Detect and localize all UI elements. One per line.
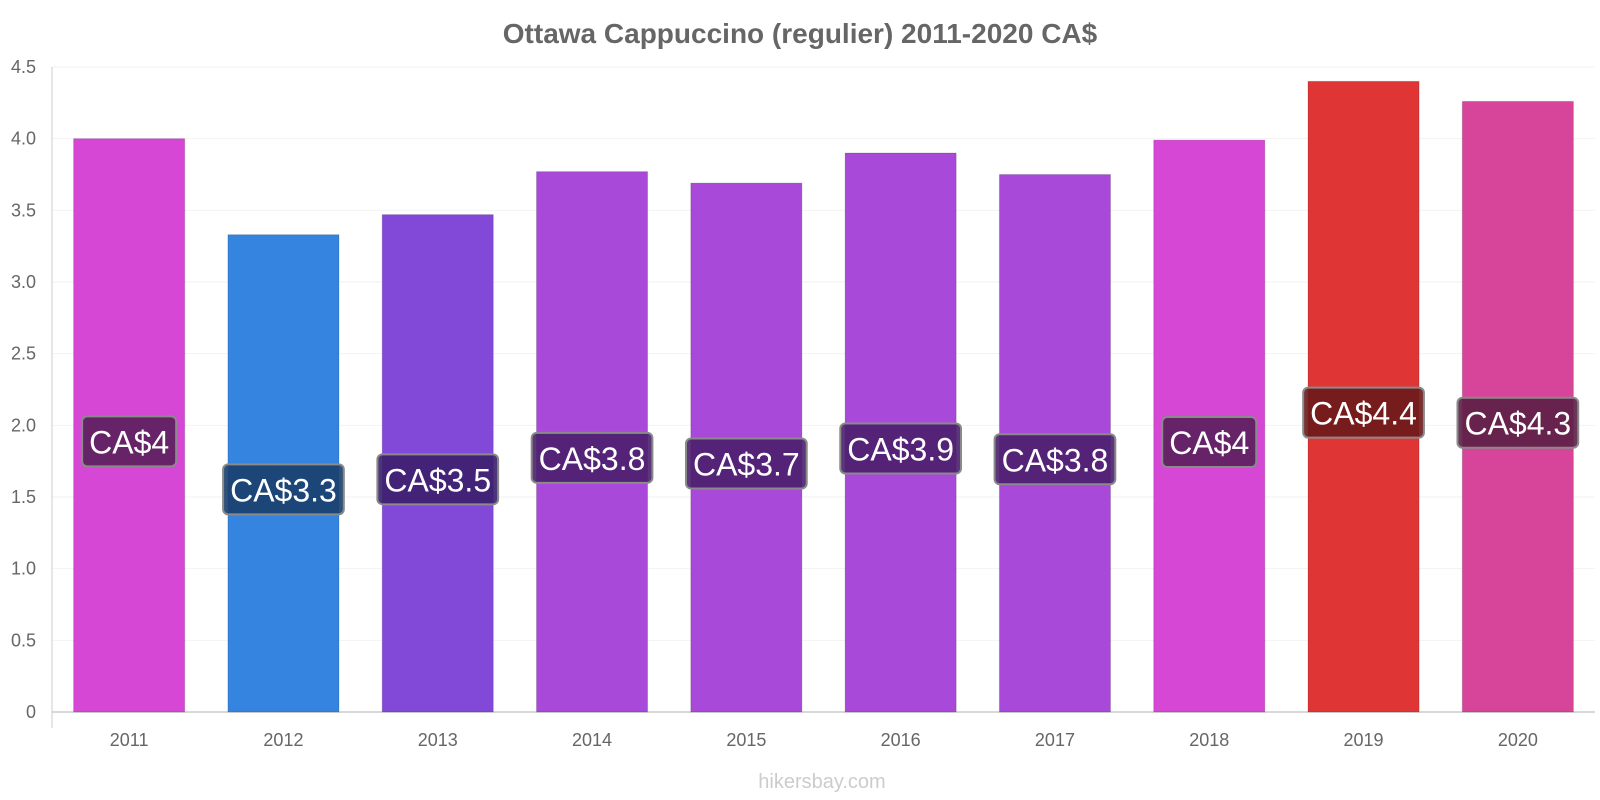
- y-tick-label: 4.5: [11, 57, 36, 77]
- data-label-2016: CA$3.9: [839, 422, 963, 475]
- data-label-text: CA$4.4: [1310, 396, 1417, 432]
- data-label-box: [376, 453, 500, 506]
- y-tick-label: 2.0: [11, 415, 36, 435]
- data-label-2013: CA$3.5: [376, 453, 500, 506]
- chart-title: Ottawa Cappuccino (regulier) 2011-2020 C…: [503, 18, 1098, 49]
- data-label-2012: CA$3.3: [222, 463, 345, 516]
- data-label-2019: CA$4.4: [1302, 386, 1425, 439]
- data-label-text: CA$4.3: [1464, 406, 1571, 442]
- data-label-box: [1456, 396, 1580, 449]
- y-tick-label: 3.5: [11, 200, 36, 220]
- data-label-text: CA$3.8: [539, 441, 646, 477]
- data-label-2020: CA$4.3: [1456, 396, 1580, 449]
- x-tick-label: 2012: [263, 730, 303, 750]
- x-tick-label: 2014: [572, 730, 612, 750]
- x-axis: 2011 2012 2013 2014 2015 2016 2017 2018 2019 2020: [110, 730, 1538, 750]
- data-label-text: CA$3.5: [384, 462, 491, 498]
- data-label-2015: CA$3.7: [684, 437, 808, 490]
- data-label-2017: CA$3.8: [993, 433, 1117, 486]
- y-tick-label: 0.5: [11, 630, 36, 650]
- data-label-box: [839, 422, 963, 475]
- data-label-box: [684, 437, 808, 490]
- data-label-text: CA$3.7: [693, 447, 800, 483]
- watermark: hikersbay.com: [758, 771, 885, 793]
- x-tick-label: 2016: [881, 730, 921, 750]
- data-label-text: CA$3.9: [847, 432, 954, 468]
- y-tick-label: 1.5: [11, 487, 36, 507]
- x-tick-label: 2011: [110, 730, 149, 750]
- x-tick-label: 2019: [1344, 730, 1384, 750]
- data-label-2011: CA$4: [81, 415, 178, 468]
- data-label-text: CA$4: [1169, 425, 1249, 461]
- data-label-box: [1161, 416, 1258, 469]
- data-label-box: [222, 463, 345, 516]
- x-tick-label: 2015: [726, 730, 766, 750]
- data-label-2018: CA$4: [1161, 416, 1258, 469]
- data-label-2014: CA$3.8: [530, 431, 654, 484]
- x-tick-label: 2017: [1035, 730, 1075, 750]
- data-label-box: [81, 415, 178, 468]
- y-tick-label: 0: [26, 702, 36, 722]
- data-labels: CA$4 CA$3.3 CA$3.5 CA$3.8 CA$3.7 CA$3.9 CA$3.8…: [81, 386, 1580, 516]
- y-tick-label: 3.0: [11, 272, 36, 292]
- data-label-text: CA$4: [89, 424, 169, 460]
- data-label-text: CA$3.8: [1002, 442, 1109, 478]
- x-tick-label: 2013: [418, 730, 458, 750]
- data-label-box: [1302, 386, 1425, 439]
- y-tick-label: 1.0: [11, 559, 36, 579]
- y-tick-label: 4.0: [11, 129, 36, 149]
- data-label-text: CA$3.3: [230, 472, 337, 508]
- data-label-box: [530, 431, 654, 484]
- data-label-box: [993, 433, 1117, 486]
- x-tick-label: 2020: [1498, 730, 1538, 750]
- y-tick-label: 2.5: [11, 344, 36, 364]
- x-tick-label: 2018: [1189, 730, 1229, 750]
